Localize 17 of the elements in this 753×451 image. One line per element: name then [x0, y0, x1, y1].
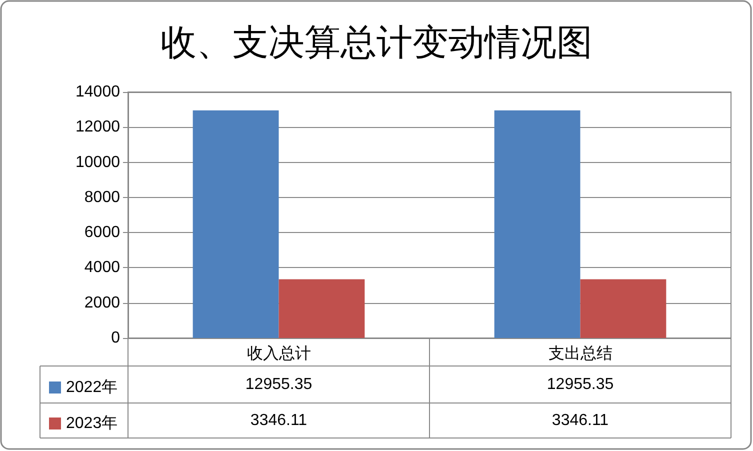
legend-label: 2022年 — [66, 379, 118, 396]
data-label: 3346.11 — [552, 412, 609, 429]
x-tick-label: 收入总计 — [246, 344, 311, 362]
y-tick-label: 6000 — [84, 224, 120, 242]
y-tick-label: 8000 — [84, 188, 120, 206]
legend-label: 2023年 — [66, 415, 118, 432]
y-tick-label: 2000 — [84, 294, 120, 312]
data-label: 12955.35 — [245, 376, 312, 393]
chart-title: 收、支决算总计变动情况图 — [160, 22, 592, 64]
data-label: 3346.11 — [250, 412, 308, 429]
y-tick-label: 10000 — [76, 154, 120, 171]
y-tick-label: 12000 — [76, 118, 120, 136]
y-tick-label: 4000 — [84, 259, 120, 276]
y-tick-label: 0 — [111, 330, 120, 346]
data-label: 12955.35 — [546, 376, 614, 393]
x-tick-label: 支出总结 — [548, 344, 612, 362]
y-tick-label: 14000 — [76, 84, 120, 100]
